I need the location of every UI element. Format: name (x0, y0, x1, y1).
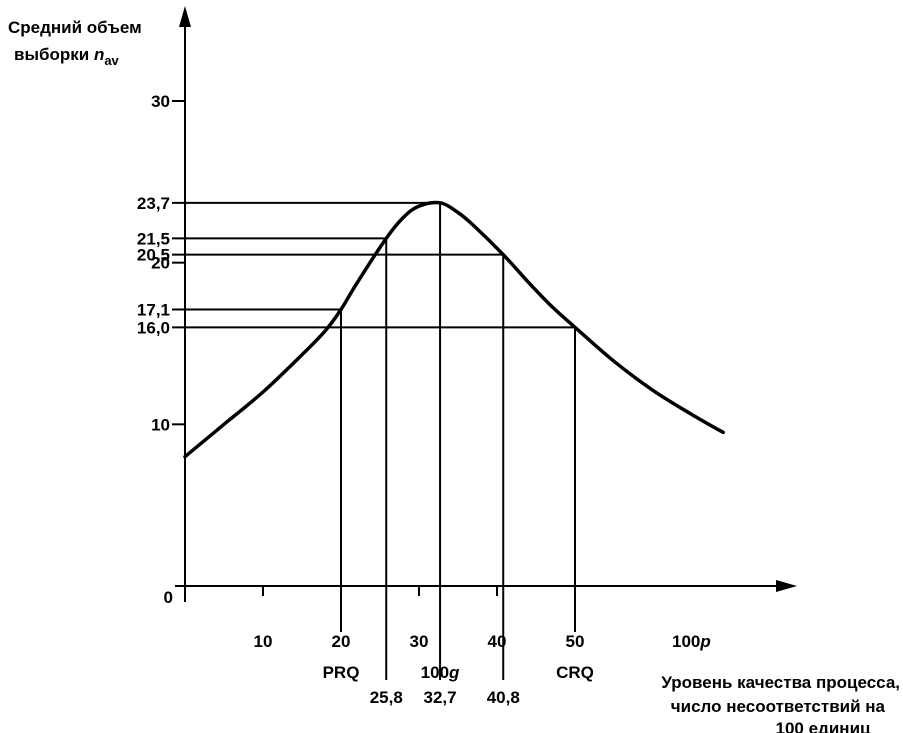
origin-label: 0 (164, 588, 173, 607)
average-sample-size-curve (183, 200, 725, 459)
x-axis-title-line3: 100 единиц (776, 719, 872, 733)
ref-x-label: 25,8 (370, 688, 403, 707)
y-axis-title-line1: Средний объем (8, 18, 142, 37)
x-tick-label: 40 (488, 632, 507, 651)
x-axis-title-line1: Уровень качества процесса, (661, 673, 900, 692)
y-tick-label: 10 (151, 415, 170, 434)
y-axis-title-line2: выборки nav (14, 45, 120, 68)
y-axis-arrowhead (179, 6, 191, 27)
x-tick-label: 30 (410, 632, 429, 651)
ref-x-label: PRQ (323, 663, 360, 682)
x-tick-label: 10 (254, 632, 273, 651)
ref-y-label: 20,5 (137, 246, 170, 265)
y-ticks: 10 20 30 (151, 92, 185, 434)
ref-y-label: 23,7 (137, 194, 170, 213)
ref-x-label: CRQ (556, 663, 594, 682)
ref-y-label: 16,0 (137, 318, 170, 337)
y-tick-label: 30 (151, 92, 170, 111)
x-tick-label: 50 (566, 632, 585, 651)
process-average-label: 100g (421, 663, 460, 682)
x-axis-far-label: 100p (672, 632, 711, 651)
x-ticks: 10 20 30 40 50 (254, 586, 585, 651)
ref-x-label: 40,8 (487, 688, 520, 707)
x-axis-arrowhead (776, 580, 797, 592)
reference-lines: 17,1 PRQ 21,5 25,8 23,7 32,7 20,5 40,8 16,0 CRQ 10… (137, 194, 594, 707)
y-tick-label: 20 (151, 254, 170, 273)
ref-y-label: 21,5 (137, 229, 170, 248)
x-tick-label: 20 (332, 632, 351, 651)
ref-x-label: 32,7 (424, 688, 457, 707)
x-axis-title-line2: число несоответствий на (671, 697, 886, 716)
ref-y-label: 17,1 (137, 301, 170, 320)
